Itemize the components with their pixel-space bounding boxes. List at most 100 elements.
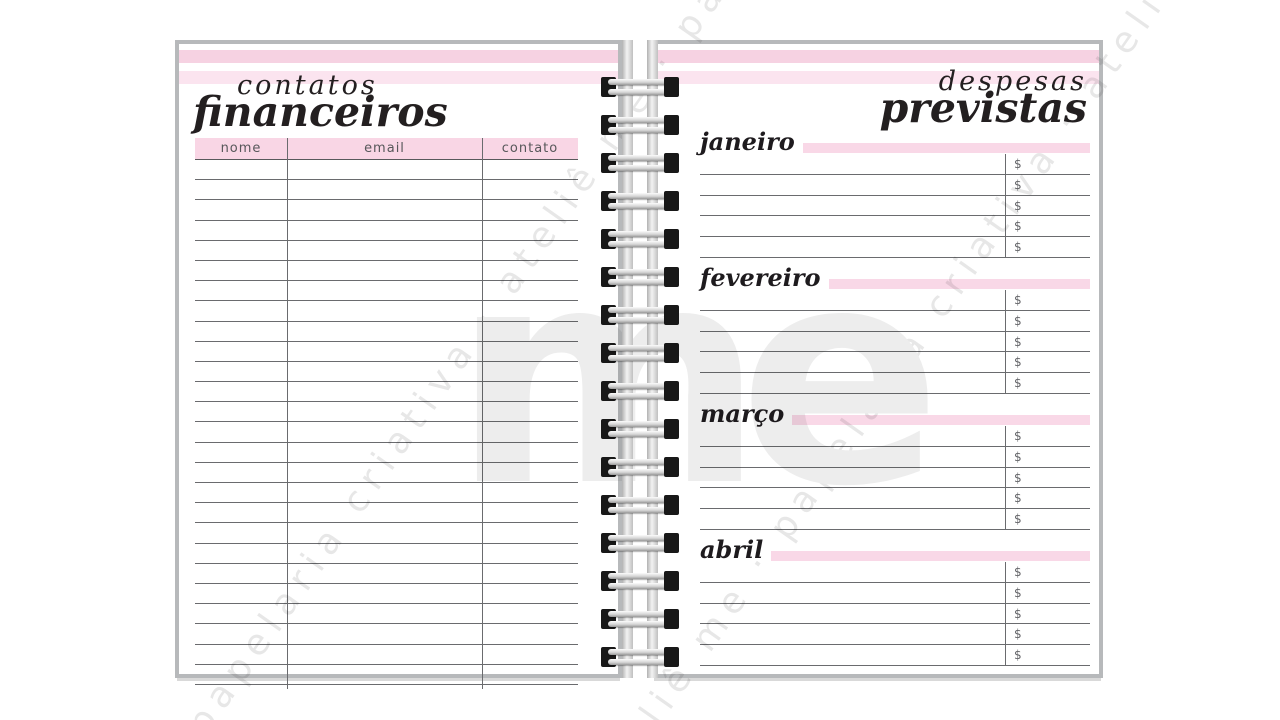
binding-rung — [598, 114, 682, 136]
table-row — [195, 221, 578, 241]
currency-symbol: $ — [1005, 373, 1090, 393]
binding-wire-icon — [608, 583, 672, 589]
expense-row: $ — [700, 352, 1090, 374]
month-section-janeiro: janeiro $ $ $ $ $ — [700, 126, 1090, 258]
binding-clip-icon — [664, 343, 679, 363]
table-row — [195, 443, 578, 463]
binding-wire-icon — [608, 117, 672, 123]
binding-clip-icon — [664, 305, 679, 325]
expense-row: $ — [700, 154, 1090, 175]
currency-symbol: $ — [1005, 467, 1090, 488]
table-row — [195, 160, 578, 181]
binding-wire-icon — [608, 535, 672, 541]
top-stripe-2 — [179, 71, 618, 84]
table-row — [195, 483, 578, 504]
title-script-despesas: despesas — [938, 66, 1087, 97]
binding-wire-icon — [608, 659, 672, 665]
month-rows: $ $ $ $ $ — [700, 290, 1090, 394]
table-row — [195, 281, 578, 302]
currency-symbol: $ — [1005, 352, 1090, 373]
table-row — [195, 402, 578, 423]
month-label: abril — [700, 535, 764, 564]
binding-wire-icon — [608, 127, 672, 133]
currency-symbol: $ — [1005, 582, 1090, 603]
column-divider — [482, 138, 484, 689]
column-header-contato: contato — [501, 141, 559, 156]
table-row — [195, 241, 578, 261]
binding-clip-icon — [664, 153, 679, 173]
expense-row: $ — [700, 509, 1090, 530]
binding-wire-icon — [608, 545, 672, 551]
month-section-abril: abril $ $ $ $ $ — [700, 534, 1090, 666]
binding-rung — [598, 380, 682, 402]
binding-wire-icon — [608, 393, 672, 399]
month-label-bar — [792, 415, 1090, 425]
binding-rung — [598, 418, 682, 440]
column-header-email: email — [364, 141, 405, 156]
table-row — [195, 645, 578, 665]
expense-row: $ — [700, 310, 1090, 332]
binding-rung — [598, 304, 682, 326]
table-row — [195, 624, 578, 645]
binding-clip-icon — [664, 77, 679, 97]
contacts-table-rows — [195, 160, 578, 685]
binding-clip-icon — [664, 571, 679, 591]
binding-rung — [598, 532, 682, 554]
binding-wire-icon — [608, 649, 672, 655]
binding-wire-icon — [608, 307, 672, 313]
table-row — [195, 523, 578, 544]
currency-symbol: $ — [1005, 195, 1090, 216]
binding-rung — [598, 266, 682, 288]
binding-clip-icon — [664, 115, 679, 135]
spiral-binding — [598, 40, 682, 678]
binding-wire-icon — [608, 193, 672, 199]
binding-clip-icon — [664, 229, 679, 249]
binding-wire-icon — [608, 79, 672, 85]
binding-rung — [598, 456, 682, 478]
month-label-row: fevereiro — [700, 262, 1090, 290]
month-label-row: janeiro — [700, 126, 1090, 154]
binding-wire-icon — [608, 469, 672, 475]
expense-row: $ — [700, 446, 1090, 468]
binding-wire-icon — [608, 165, 672, 171]
expense-row: $ — [700, 174, 1090, 196]
currency-symbol: $ — [1005, 154, 1090, 174]
table-row — [195, 584, 578, 605]
column-header-nome: nome — [220, 141, 262, 156]
binding-wire-icon — [608, 459, 672, 465]
binding-wire-icon — [608, 497, 672, 503]
table-row — [195, 342, 578, 362]
binding-wire-icon — [608, 231, 672, 237]
binding-wire-icon — [608, 279, 672, 285]
page-left: contatos financeiros nome email contato — [175, 40, 622, 689]
binding-wire-icon — [608, 573, 672, 579]
currency-symbol: $ — [1005, 237, 1090, 257]
table-row — [195, 382, 578, 403]
currency-symbol: $ — [1005, 290, 1090, 310]
binding-clip-icon — [664, 457, 679, 477]
binding-wire-icon — [608, 507, 672, 513]
binding-wire-icon — [608, 431, 672, 437]
binding-rung — [598, 342, 682, 364]
table-row — [195, 604, 578, 625]
table-row — [195, 544, 578, 564]
binding-wire-icon — [608, 203, 672, 209]
expense-row: $ — [700, 216, 1090, 238]
table-row — [195, 261, 578, 282]
binding-clip-icon — [664, 267, 679, 287]
top-stripe-1 — [656, 50, 1099, 63]
binding-wire-icon — [608, 345, 672, 351]
expense-row: $ — [700, 582, 1090, 604]
binding-wire-icon — [608, 317, 672, 323]
expense-row: $ — [700, 645, 1090, 666]
expense-row: $ — [700, 562, 1090, 583]
expense-row: $ — [700, 426, 1090, 447]
currency-symbol: $ — [1005, 603, 1090, 624]
column-divider — [287, 138, 289, 689]
table-row — [195, 564, 578, 584]
expense-row: $ — [700, 603, 1090, 625]
binding-rung — [598, 152, 682, 174]
table-row — [195, 322, 578, 342]
binding-rung — [598, 646, 682, 668]
